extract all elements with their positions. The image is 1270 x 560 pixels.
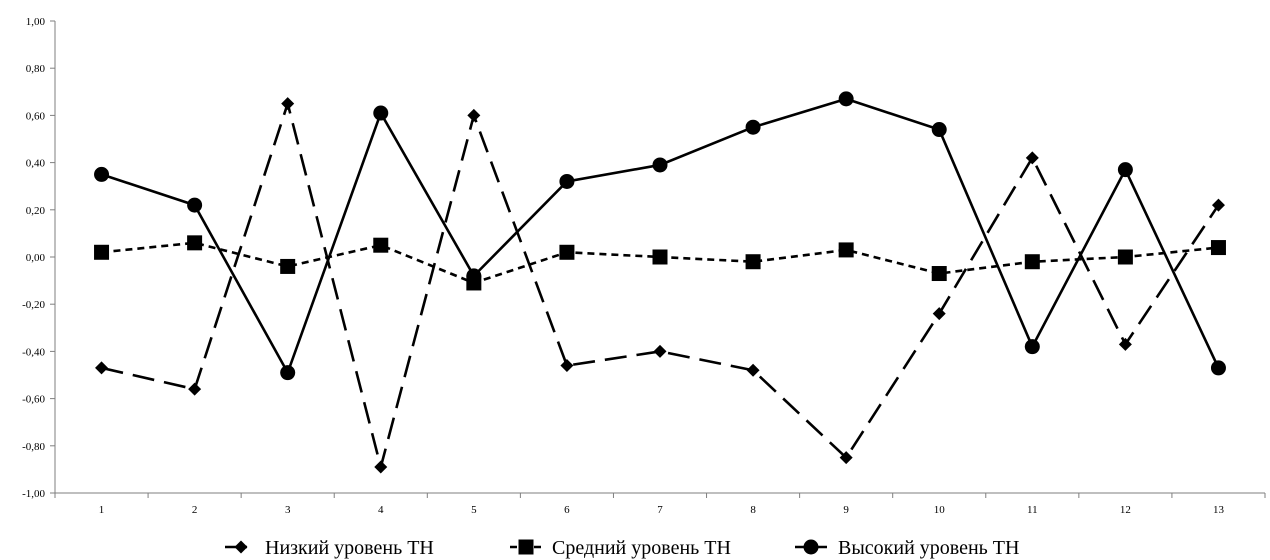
y-tick-label: 0,60 — [26, 110, 46, 122]
y-tick-label: 0,40 — [26, 158, 46, 170]
series-1 — [95, 97, 1225, 474]
data-point-circle — [745, 119, 761, 135]
y-tick-label: -0,60 — [22, 394, 45, 406]
data-point-diamond — [1025, 151, 1039, 165]
data-point-circle — [931, 122, 947, 138]
data-point-diamond — [95, 361, 109, 375]
legend-marker-square — [518, 539, 534, 555]
legend-label: Низкий уровень ТН — [265, 537, 434, 559]
data-point-square — [94, 244, 110, 260]
data-point-square — [559, 244, 575, 260]
x-tick-label: 11 — [1027, 504, 1038, 516]
data-point-circle — [838, 91, 854, 107]
data-point-diamond — [746, 363, 760, 377]
data-point-square — [280, 258, 296, 274]
x-tick-label: 13 — [1213, 504, 1225, 516]
data-point-diamond — [1118, 337, 1132, 351]
x-tick-label: 6 — [564, 504, 570, 516]
data-point-circle — [466, 268, 482, 284]
legend-label: Высокий уровень ТН — [838, 537, 1019, 559]
data-point-circle — [187, 197, 203, 213]
data-point-square — [931, 266, 947, 282]
x-tick-label: 9 — [843, 504, 849, 516]
y-tick-label: -1,00 — [22, 488, 45, 500]
data-point-circle — [559, 173, 575, 189]
chart-series-layer — [94, 91, 1226, 474]
legend-item-3: Высокий уровень ТН — [795, 537, 1019, 559]
x-tick-label: 10 — [934, 504, 946, 516]
legend-label: Средний уровень ТН — [552, 537, 731, 559]
series-2 — [94, 235, 1226, 291]
data-point-square — [373, 237, 389, 253]
data-point-diamond — [374, 460, 388, 474]
series-3 — [94, 91, 1226, 381]
x-tick-label: 2 — [192, 504, 198, 516]
legend-marker-circle — [803, 539, 819, 555]
data-point-diamond — [467, 108, 481, 122]
x-tick-label: 7 — [657, 504, 663, 516]
y-tick-label: 1,00 — [26, 16, 46, 28]
legend-marker-diamond — [234, 540, 248, 554]
y-tick-label: 0,80 — [26, 63, 46, 75]
data-point-square — [1210, 240, 1226, 256]
x-tick-label: 12 — [1120, 504, 1131, 516]
data-point-square — [745, 254, 761, 270]
data-point-diamond — [281, 97, 295, 111]
data-point-circle — [94, 166, 110, 182]
y-tick-label: -0,20 — [22, 299, 45, 311]
series-line — [101, 97, 1220, 376]
data-point-square — [1117, 249, 1133, 265]
data-point-diamond — [839, 451, 853, 465]
legend-item-1: Низкий уровень ТН — [225, 537, 434, 559]
x-tick-label: 8 — [750, 504, 756, 516]
data-point-circle — [373, 105, 389, 121]
data-point-circle — [1117, 162, 1133, 178]
data-point-circle — [280, 365, 296, 381]
data-point-square — [652, 249, 668, 265]
data-point-diamond — [560, 359, 574, 373]
data-point-diamond — [932, 307, 946, 321]
data-point-diamond — [188, 382, 202, 396]
chart-legend: Низкий уровень ТН Средний уровень ТН Высок… — [225, 537, 1019, 559]
y-tick-label: 0,00 — [26, 252, 46, 264]
x-tick-label: 5 — [471, 504, 477, 516]
data-point-diamond — [1211, 198, 1225, 212]
data-point-square — [187, 235, 203, 251]
data-point-diamond — [653, 344, 667, 358]
data-point-circle — [652, 157, 668, 173]
data-point-circle — [1210, 360, 1226, 376]
x-tick-label: 4 — [378, 504, 384, 516]
legend-item-2: Средний уровень ТН — [510, 537, 731, 559]
data-point-circle — [1024, 339, 1040, 355]
data-point-square — [838, 242, 854, 258]
chart-axes: 1,00 0,80 0,60 0,40 0,20 0,00 -0,20 -0,40 -0,60 -… — [22, 16, 1266, 516]
x-tick-label: 3 — [285, 504, 291, 516]
data-point-square — [1024, 254, 1040, 270]
x-tick-label: 1 — [99, 504, 105, 516]
y-tick-label: -0,40 — [22, 346, 45, 358]
y-tick-label: -0,80 — [22, 441, 45, 453]
y-tick-label: 0,20 — [26, 205, 46, 217]
